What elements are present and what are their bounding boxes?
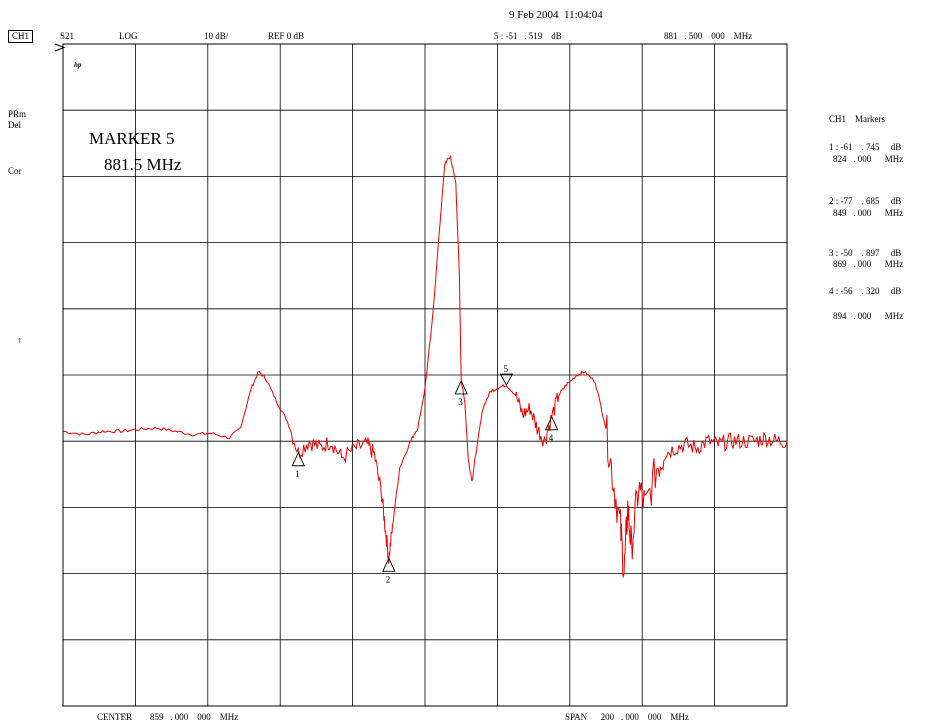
marker-4-frequency: 894 . 000 MHz: [833, 311, 904, 321]
marker-table-title: CH1 Markers: [829, 114, 885, 124]
del-annotation: Del: [8, 120, 21, 130]
marker-4-label: 4: [549, 433, 554, 443]
marker-1-triangle-icon[interactable]: [291, 451, 306, 467]
span-frequency: SPAN 200 . 000 000 MHz: [565, 712, 689, 722]
marker-box-title: MARKER 5: [89, 129, 175, 148]
marker-3-label: 3: [458, 397, 463, 407]
marker-2-label: 2: [386, 574, 391, 584]
parameter-label: S21: [60, 31, 75, 41]
grid: [62, 43, 788, 707]
s21-trace: [62, 154, 788, 579]
timestamp: 9 Feb 2004 11:04:04: [509, 9, 603, 21]
marker-1-value: 1 : -61 . 745 dB: [829, 142, 902, 152]
marker-1-frequency: 824 . 000 MHz: [833, 154, 904, 164]
hp-logo: hp: [74, 61, 82, 69]
marker-1-label: 1: [295, 469, 300, 479]
marker-3-value: 3 : -50 . 897 dB: [829, 248, 902, 258]
marker-3-triangle-icon[interactable]: [454, 379, 468, 395]
active-marker-frequency: 881 . 500 000 MHz: [664, 31, 753, 41]
marker-5-triangle-icon[interactable]: [499, 373, 514, 386]
marker-box-frequency: 881.5 MHz: [104, 155, 182, 174]
channel-label[interactable]: CH1: [8, 30, 34, 43]
marker-4-value: 4 : -56 . 320 dB: [829, 286, 902, 296]
format-label: LOG: [119, 31, 138, 41]
reference-label: REF 0 dB: [268, 31, 305, 41]
reference-marker-icon: [54, 43, 66, 52]
marker-4-triangle-icon[interactable]: [544, 415, 559, 431]
center-frequency: CENTER 859 . 000 000 MHz: [97, 712, 239, 722]
marker-5-label: 5: [503, 364, 508, 374]
prm-annotation: PRm: [8, 109, 27, 119]
active-marker-value: 5 : -51 . 519 dB: [494, 31, 562, 41]
cor-annotation: Cor: [8, 166, 22, 176]
marker-3-frequency: 869 . 000 MHz: [833, 259, 904, 269]
marker-2-triangle-icon[interactable]: [382, 557, 396, 572]
marker-2-frequency: 849 . 000 MHz: [833, 208, 904, 218]
up-arrow-icon: ↑: [17, 335, 22, 345]
markers-layer: 1 2 3 4 5: [291, 364, 559, 584]
scale-label: 10 dB/: [204, 31, 229, 41]
marker-2-value: 2 : -77 . 685 dB: [829, 196, 902, 206]
